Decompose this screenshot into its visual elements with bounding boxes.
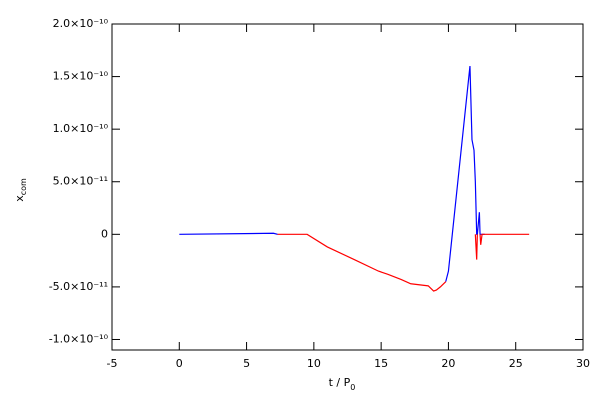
x-label-sub: 0 <box>350 383 355 392</box>
y-tick-label: -5.0×10⁻¹¹ <box>49 280 108 293</box>
x-tick-label: 20 <box>441 357 455 370</box>
y-label-sub: com <box>19 178 28 195</box>
x-axis-label: t / P0 <box>329 376 356 392</box>
y-tick-label: 1.0×10⁻¹⁰ <box>53 122 109 135</box>
x-tick-label: 0 <box>176 357 183 370</box>
series-line <box>277 233 530 292</box>
x-tick-label: 5 <box>243 357 250 370</box>
x-tick-label: -5 <box>107 357 118 370</box>
y-tick-label: 5.0×10⁻¹¹ <box>53 175 108 188</box>
y-tick-label: -1.0×10⁻¹⁰ <box>49 332 109 345</box>
x-tick-label: 10 <box>307 357 321 370</box>
y-tick-label: 2.0×10⁻¹⁰ <box>53 17 109 30</box>
y-axis-label: xcom <box>13 178 28 202</box>
y-tick-label: 0 <box>101 227 108 240</box>
plot-frame <box>111 23 584 351</box>
x-label-main: t / P <box>329 376 351 389</box>
x-tick-label: 25 <box>509 357 523 370</box>
y-tick-label: 1.5×10⁻¹⁰ <box>53 70 109 83</box>
x-tick-label: 15 <box>374 357 388 370</box>
series-line <box>179 65 485 282</box>
x-tick-label: 30 <box>576 357 590 370</box>
y-label-main: x <box>13 195 26 202</box>
